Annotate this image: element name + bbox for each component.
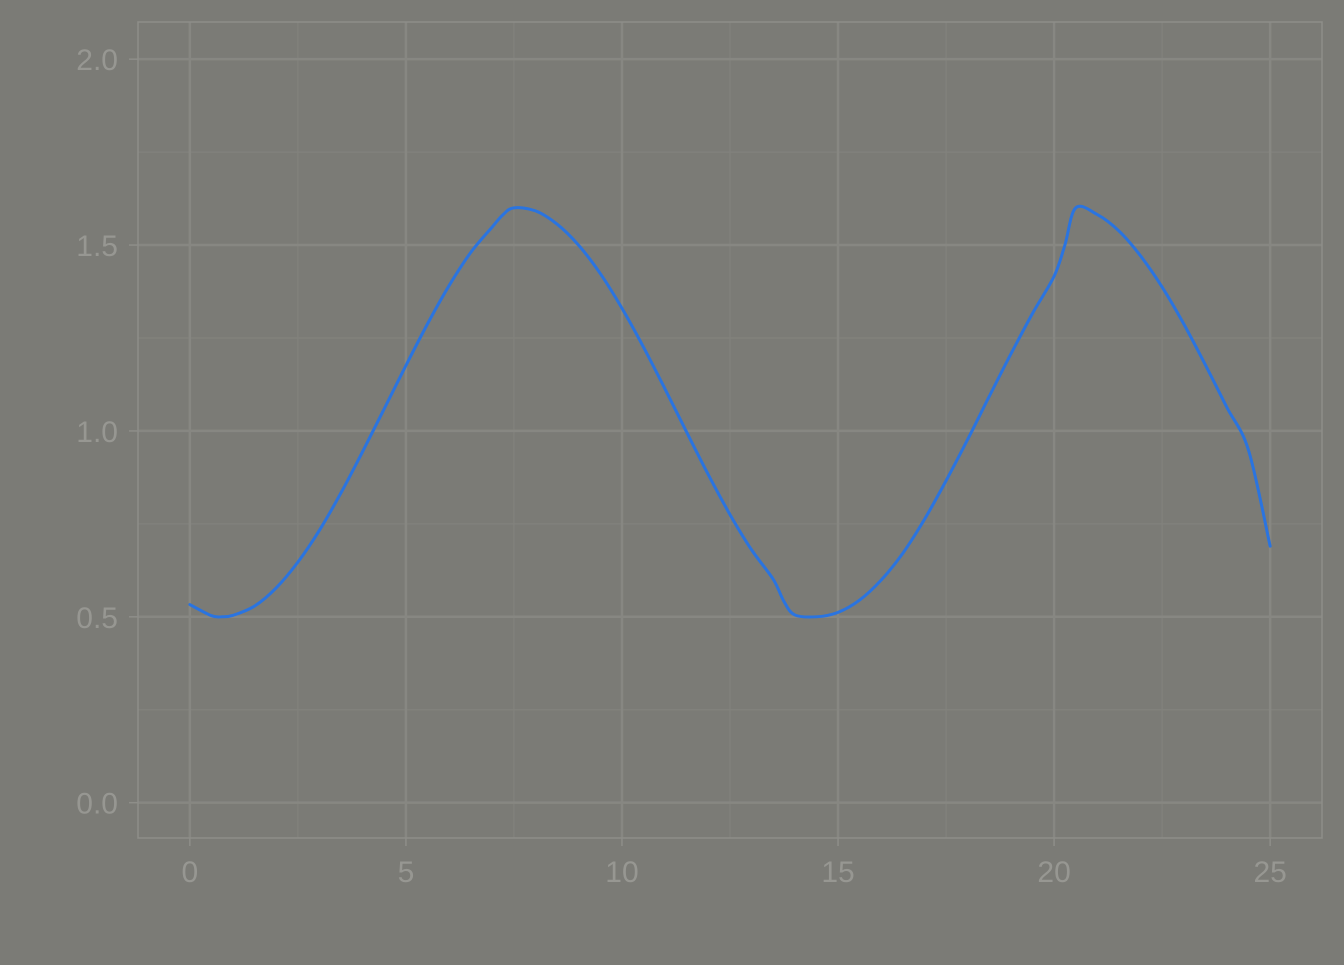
x-tick-label: 5 xyxy=(398,856,415,889)
x-tick-label: 10 xyxy=(605,856,638,889)
plot-border xyxy=(137,21,1323,839)
major-grid-lines xyxy=(138,22,1322,838)
x-tick-label: 25 xyxy=(1253,856,1286,889)
y-tick-label: 0.5 xyxy=(76,602,118,635)
x-tick-label: 0 xyxy=(182,856,199,889)
x-tick-label: 15 xyxy=(821,856,854,889)
y-tick-label: 0.0 xyxy=(76,788,118,821)
x-tick-label: 20 xyxy=(1037,856,1070,889)
series-line xyxy=(188,204,1272,619)
series-layer xyxy=(188,204,1272,619)
x-axis-tick-labels: 0 5 10 15 20 25 xyxy=(182,856,1287,889)
y-tick-label: 1.0 xyxy=(76,416,118,449)
y-tick-label: 1.5 xyxy=(76,230,118,263)
y-tick-label: 2.0 xyxy=(76,44,118,77)
y-axis-tick-labels: 0.0 0.5 1.0 1.5 2.0 xyxy=(76,44,118,821)
axis-ticks xyxy=(129,58,1271,846)
